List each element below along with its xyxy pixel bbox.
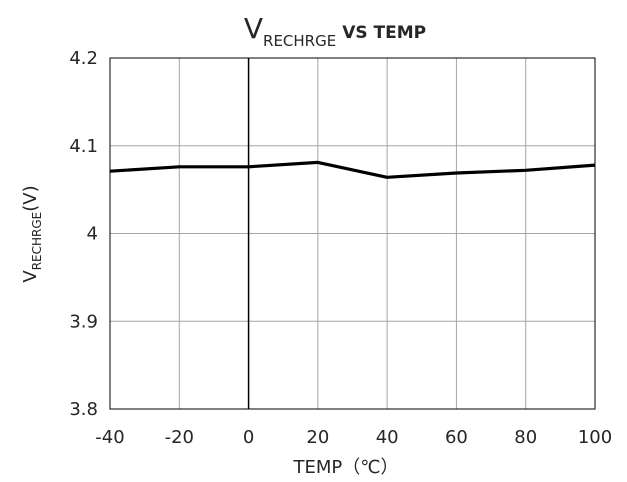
y-tick-label: 3.8 bbox=[69, 399, 98, 420]
y-tick-label: 4 bbox=[87, 224, 98, 245]
y-axis-label-subscript: RECHRGE bbox=[30, 212, 44, 271]
y-tick-label: 4.1 bbox=[69, 136, 98, 157]
chart-title: VRECHRGE VS TEMP bbox=[244, 12, 426, 50]
y-axis-label: VRECHRGE(V) bbox=[20, 185, 44, 282]
series-line bbox=[109, 160, 596, 179]
x-tick-label: 20 bbox=[306, 427, 329, 448]
y-tick-label: 4.2 bbox=[69, 48, 98, 69]
x-tick-label: 60 bbox=[445, 427, 468, 448]
x-tick-label: 40 bbox=[376, 427, 399, 448]
x-axis-ticks: -40 -20 0 20 40 60 80 100 bbox=[95, 427, 612, 448]
x-tick-label: 100 bbox=[578, 427, 612, 448]
y-tick-label: 3.9 bbox=[69, 311, 98, 332]
x-tick-label: -40 bbox=[95, 427, 124, 448]
chart-title-suffix: VS TEMP bbox=[342, 23, 426, 43]
series-group bbox=[109, 160, 596, 179]
y-axis-label-suffix: (V) bbox=[20, 185, 41, 211]
y-axis-label-main: V bbox=[20, 270, 41, 283]
y-axis-ticks: 3.8 3.9 4 4.1 4.2 bbox=[69, 48, 98, 420]
chart-title-subscript: RECHRGE bbox=[263, 32, 336, 50]
x-tick-label: 80 bbox=[514, 427, 537, 448]
x-tick-label: 0 bbox=[243, 427, 254, 448]
grid bbox=[109, 57, 596, 410]
chart-title-main: V bbox=[244, 12, 263, 45]
x-tick-label: -20 bbox=[165, 427, 194, 448]
plot-area bbox=[109, 57, 596, 410]
x-axis-label: TEMP（℃） bbox=[293, 457, 399, 478]
